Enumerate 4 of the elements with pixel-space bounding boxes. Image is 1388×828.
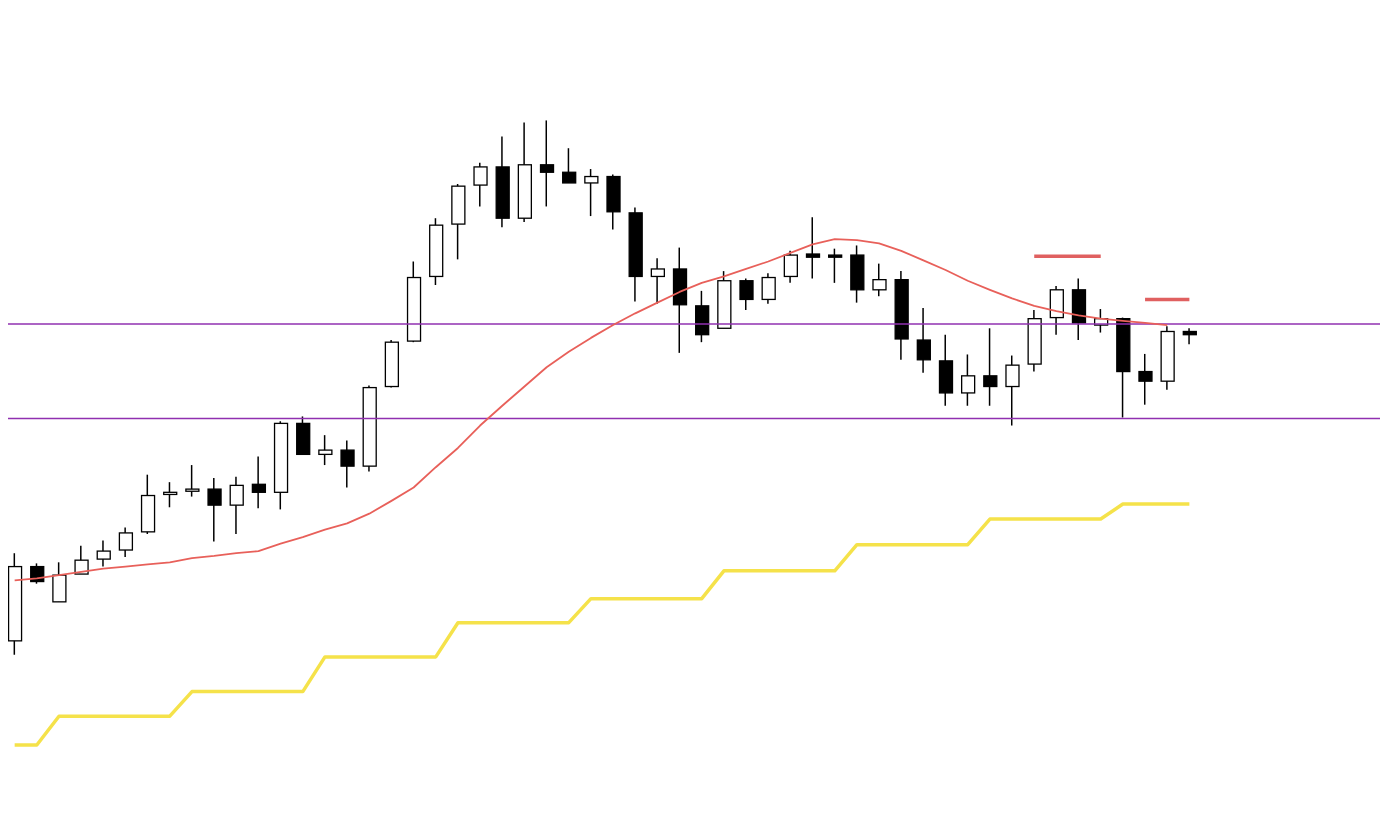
candlestick <box>805 217 821 279</box>
candlestick <box>251 456 267 509</box>
candlestick <box>650 258 665 304</box>
candlestick <box>207 477 222 542</box>
